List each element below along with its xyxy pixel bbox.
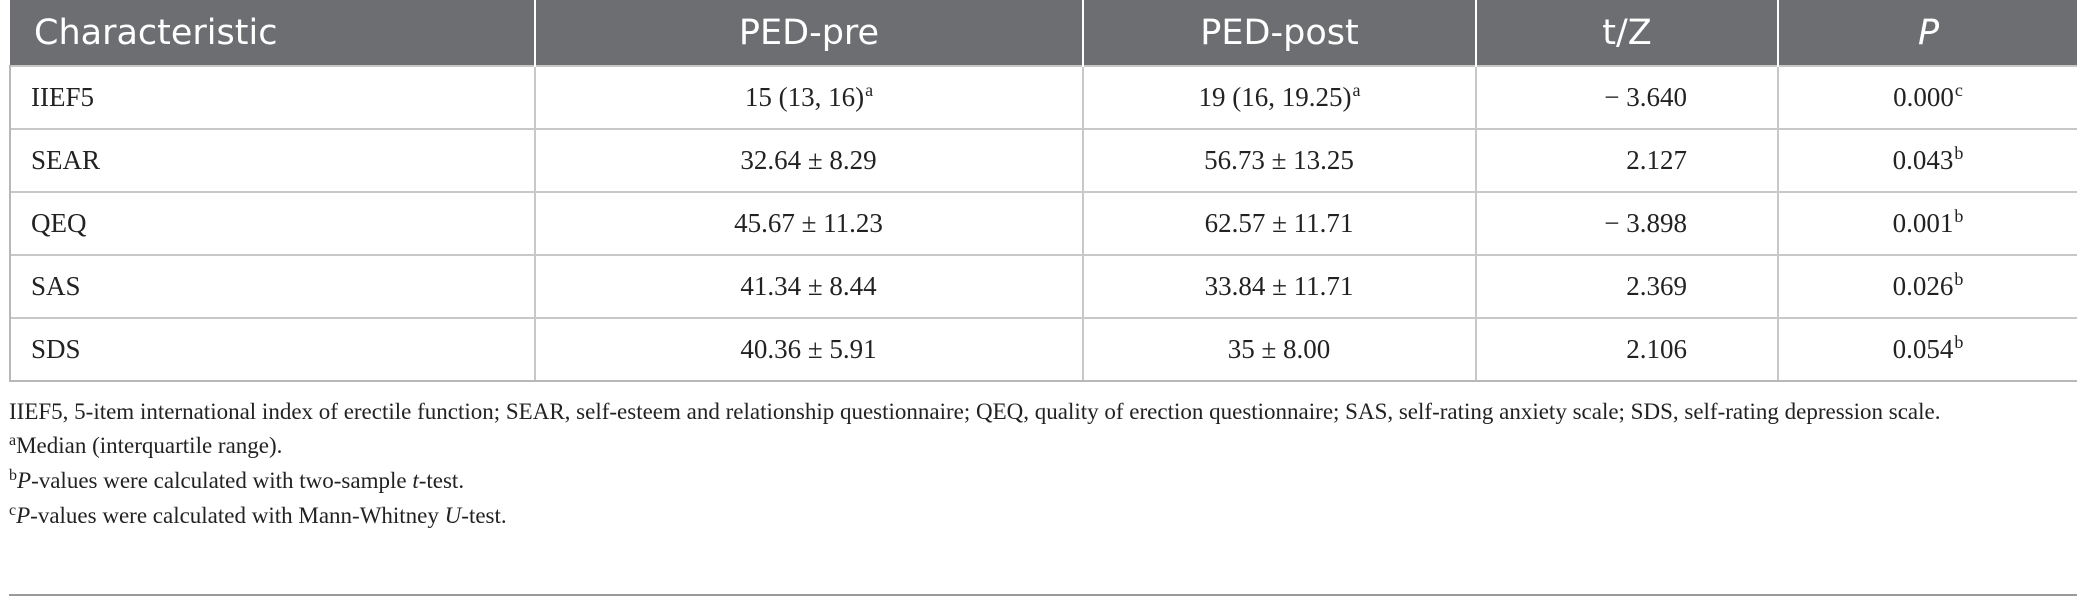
cell-p: 0.000c <box>1777 65 2077 129</box>
footnote-b-t: t <box>412 468 419 493</box>
value: 56.73 ± 13.25 <box>1204 145 1354 175</box>
cell-ped-pre: 45.67 ± 11.23 <box>534 191 1083 255</box>
value: 0.043 <box>1892 145 1954 175</box>
cell-ped-post: 19 (16, 19.25)a <box>1082 65 1476 129</box>
value: 15 (13, 16) <box>744 82 865 112</box>
value: 2.106 <box>1626 334 1687 364</box>
cell-ped-post: 35 ± 8.00 <box>1082 317 1476 382</box>
footnote-a-text: Median (interquartile range). <box>16 433 283 458</box>
cell-ped-post: 33.84 ± 11.71 <box>1082 254 1476 318</box>
cell-t-z: 2.369 <box>1475 254 1778 318</box>
footnote-b: bP-values were calculated with two-sampl… <box>9 465 2077 500</box>
footnote-mark: a <box>1352 80 1361 100</box>
table-row: SDS 40.36 ± 5.91 35 ± 8.00 2.106 0.054b <box>9 317 2077 382</box>
value: 0.001 <box>1892 208 1954 238</box>
cell-t-z: 2.127 <box>1475 128 1778 192</box>
cell-t-z: − 3.898 <box>1475 191 1778 255</box>
table-row: QEQ 45.67 ± 11.23 62.57 ± 11.71 − 3.898 … <box>9 191 2077 255</box>
cell-p: 0.001b <box>1777 191 2077 255</box>
value: 41.34 ± 8.44 <box>740 271 877 301</box>
header-characteristic: Characteristic <box>10 0 535 66</box>
cell-ped-pre: 41.34 ± 8.44 <box>534 254 1083 318</box>
table-row: IIEF5 15 (13, 16)a 19 (16, 19.25)a − 3.6… <box>9 65 2077 129</box>
value: 2.369 <box>1626 271 1687 301</box>
footnote-mark: b <box>1954 143 1964 163</box>
table-footnotes: IIEF5, 5-item international index of ere… <box>9 396 2077 535</box>
footnote-a-mark: a <box>9 432 17 449</box>
value: 40.36 ± 5.91 <box>740 334 877 364</box>
header-ped-pre: PED-pre <box>534 0 1083 66</box>
footnote-c: cP-values were calculated with Mann-Whit… <box>9 500 2077 535</box>
value: 35 ± 8.00 <box>1227 334 1331 364</box>
footnote-c-mid: -values were calculated with Mann-Whitne… <box>30 503 445 528</box>
value: 19 (16, 19.25) <box>1198 82 1352 112</box>
cell-ped-pre: 15 (13, 16)a <box>534 65 1083 129</box>
cell-ped-post: 62.57 ± 11.71 <box>1082 191 1476 255</box>
footnote-mark: b <box>1954 269 1964 289</box>
footnote-a: aMedian (interquartile range). <box>9 430 2077 465</box>
table-container: Characteristic PED-pre PED-post t/Z P II… <box>9 0 2077 382</box>
footnote-b-mark: b <box>9 467 17 484</box>
footnote-mark: a <box>865 80 874 100</box>
footnote-b-end: -test. <box>418 468 465 493</box>
header-p: P <box>1777 0 2077 66</box>
cell-characteristic: SEAR <box>9 128 535 192</box>
footnote-c-mark: c <box>9 502 17 519</box>
cell-characteristic: SDS <box>9 317 535 382</box>
footnote-mark: b <box>1954 206 1964 226</box>
header-t-z: t/Z <box>1475 0 1778 66</box>
value: 33.84 ± 11.71 <box>1204 271 1354 301</box>
value: − 3.898 <box>1604 208 1687 238</box>
value: − 3.640 <box>1604 82 1687 112</box>
cell-characteristic: QEQ <box>9 191 535 255</box>
footnote-mark: b <box>1954 332 1964 352</box>
value: 62.57 ± 11.71 <box>1204 208 1354 238</box>
value: 32.64 ± 8.29 <box>740 145 877 175</box>
cell-t-z: − 3.640 <box>1475 65 1778 129</box>
value: 0.000 <box>1893 82 1954 112</box>
cell-ped-pre: 40.36 ± 5.91 <box>534 317 1083 382</box>
table-header-row: Characteristic PED-pre PED-post t/Z P <box>10 0 2077 66</box>
footnote-b-p: P <box>17 468 32 493</box>
footnote-c-end: -test. <box>461 503 507 528</box>
footnote-c-u: U <box>444 503 462 528</box>
table-row: SAS 41.34 ± 8.44 33.84 ± 11.71 2.369 0.0… <box>9 254 2077 318</box>
footnote-c-p: P <box>16 503 31 528</box>
cell-t-z: 2.106 <box>1475 317 1778 382</box>
cell-characteristic: SAS <box>9 254 535 318</box>
footnote-b-mid: -values were calculated with two-sample <box>31 468 413 493</box>
bottom-rule <box>9 594 2077 596</box>
table-row: SEAR 32.64 ± 8.29 56.73 ± 13.25 2.127 0.… <box>9 128 2077 192</box>
results-table: Characteristic PED-pre PED-post t/Z P II… <box>9 0 2077 382</box>
cell-p: 0.043b <box>1777 128 2077 192</box>
value: 0.026 <box>1892 271 1954 301</box>
abbreviations-note: IIEF5, 5-item international index of ere… <box>9 399 1941 424</box>
value: 2.127 <box>1626 145 1687 175</box>
cell-characteristic: IIEF5 <box>9 65 535 129</box>
cell-p: 0.026b <box>1777 254 2077 318</box>
footnote-mark: c <box>1954 80 1963 100</box>
cell-p: 0.054b <box>1777 317 2077 382</box>
value: 0.054 <box>1892 334 1954 364</box>
header-ped-post: PED-post <box>1082 0 1476 66</box>
value: 45.67 ± 11.23 <box>734 208 883 238</box>
cell-ped-post: 56.73 ± 13.25 <box>1082 128 1476 192</box>
cell-ped-pre: 32.64 ± 8.29 <box>534 128 1083 192</box>
